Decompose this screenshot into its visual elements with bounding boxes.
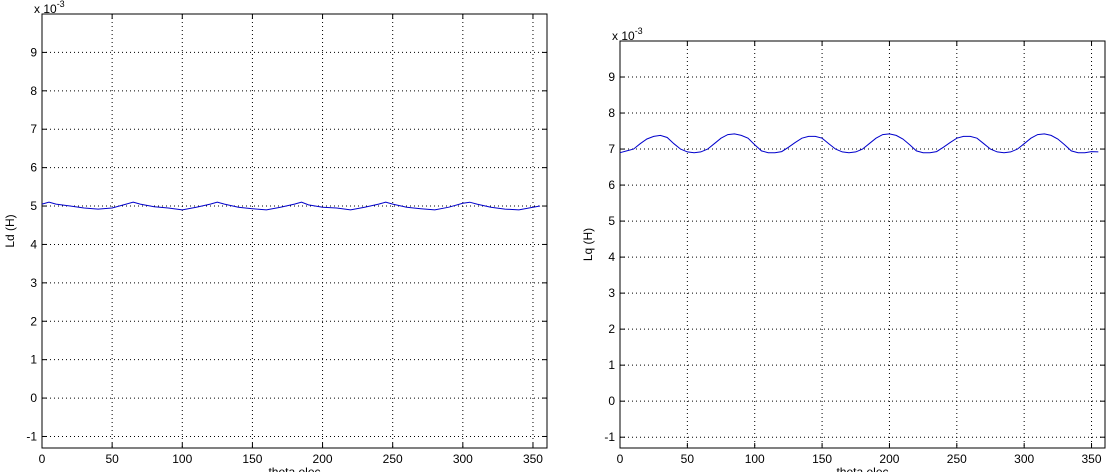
lq-y-tick-label: 6 (608, 178, 615, 192)
ld-x-tick-label: 300 (453, 452, 473, 466)
ld-exponent-label: x 10-3 (34, 0, 65, 16)
ld-x-tick-label: 100 (172, 452, 192, 466)
lq-y-tick-label: 9 (608, 70, 615, 84)
lq-y-tick-label: 5 (608, 214, 615, 228)
ld-y-tick-label: 5 (30, 199, 37, 213)
ld-y-tick-label: 0 (30, 391, 37, 405)
lq-x-tick-label: 300 (1014, 452, 1034, 466)
lq-x-axis-label: theta elec (836, 465, 888, 472)
ld-y-tick-label: 9 (30, 45, 37, 59)
ld-x-tick-label: 350 (523, 452, 543, 466)
lq-y-tick-label: 0 (608, 394, 615, 408)
ld-axes-box (41, 13, 548, 449)
lq-y-tick-label: 4 (608, 250, 615, 264)
ld-y-tick-label: 4 (30, 237, 37, 251)
ld-y-tick-label: -1 (26, 429, 37, 443)
lq-series-line (619, 133, 1099, 154)
ld-x-tick-label: 250 (383, 452, 403, 466)
ld-y-tick-label: 1 (30, 353, 37, 367)
ld-y-tick-label: 6 (30, 161, 37, 175)
ld-y-tick-label: 7 (30, 122, 37, 136)
ld-x-tick-label: 200 (313, 452, 333, 466)
lq-y-tick-label: 7 (608, 142, 615, 156)
lq-axes-box (619, 40, 1106, 449)
lq-y-axis-label: Lq (H) (581, 228, 595, 261)
ld-y-tick-label: 2 (30, 314, 37, 328)
lq-y-tick-label: 2 (608, 322, 615, 336)
lq-y-tick-label: 3 (608, 286, 615, 300)
ld-y-axis-label: Ld (H) (3, 214, 17, 247)
ld-x-tick-label: 0 (39, 452, 46, 466)
lq-x-tick-label: 0 (617, 452, 624, 466)
lq-y-tick-label: 8 (608, 106, 615, 120)
lq-x-tick-label: 350 (1082, 452, 1102, 466)
ld-x-axis-label: theta elec (268, 465, 320, 472)
lq-x-tick-label: 100 (745, 452, 765, 466)
lq-x-tick-label: 200 (879, 452, 899, 466)
ld-x-tick-label: 150 (242, 452, 262, 466)
ld-x-tick-label: 50 (105, 452, 119, 466)
lq-x-tick-label: 250 (947, 452, 967, 466)
lq-exponent-label: x 10-3 (612, 26, 643, 43)
lq-x-tick-label: 150 (812, 452, 832, 466)
lq-y-tick-label: -1 (604, 430, 615, 444)
ld-y-tick-label: 3 (30, 276, 37, 290)
lq-y-tick-label: 1 (608, 358, 615, 372)
lq-x-tick-label: 50 (681, 452, 695, 466)
ld-y-tick-label: 8 (30, 84, 37, 98)
ld-series-line (41, 201, 541, 211)
